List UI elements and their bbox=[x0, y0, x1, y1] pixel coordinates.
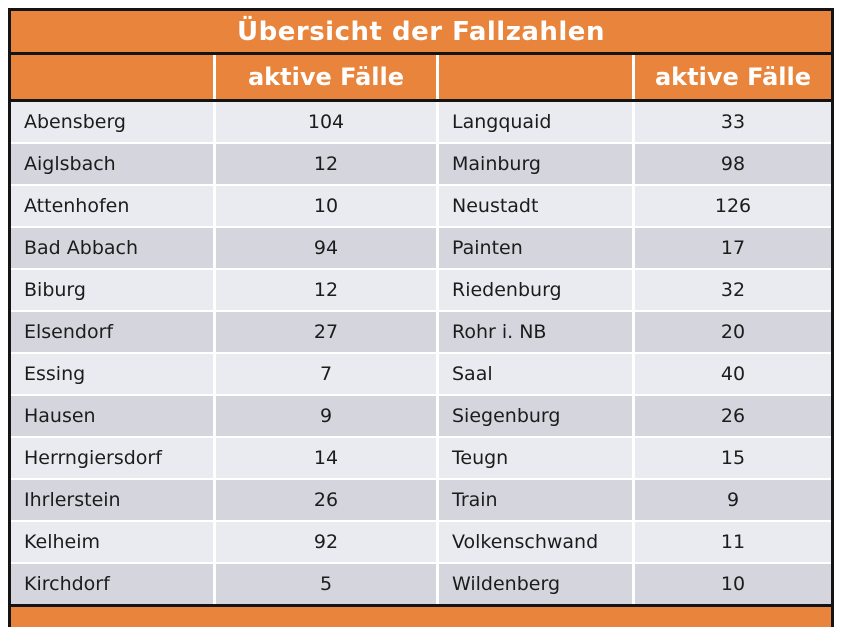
case-count-cell-left: 5 bbox=[216, 564, 436, 604]
case-count-cell-right: 40 bbox=[635, 354, 831, 394]
table-row: Attenhofen 10 Neustadt 126 bbox=[11, 186, 831, 226]
town-name-cell-right: Mainburg bbox=[439, 144, 632, 184]
case-count-cell-right: 126 bbox=[635, 186, 831, 226]
town-name-cell-left: Kelheim bbox=[11, 522, 213, 562]
case-count-cell-left: 26 bbox=[216, 480, 436, 520]
town-name-cell-right: Neustadt bbox=[439, 186, 632, 226]
table-row: Bad Abbach 94 Painten 17 bbox=[11, 228, 831, 268]
town-name-cell-left: Attenhofen bbox=[11, 186, 213, 226]
footer-divider bbox=[11, 604, 831, 607]
table-row: Aiglsbach 12 Mainburg 98 bbox=[11, 144, 831, 184]
case-count-cell-left: 92 bbox=[216, 522, 436, 562]
header-cell-active-cases-right: aktive Fälle bbox=[635, 55, 831, 99]
table-row: Herrngiersdorf 14 Teugn 15 bbox=[11, 438, 831, 478]
town-name-cell-right: Langquaid bbox=[439, 102, 632, 142]
town-name-cell-right: Saal bbox=[439, 354, 632, 394]
table-title: Übersicht der Fallzahlen bbox=[11, 11, 831, 52]
header-cell-active-cases-left: aktive Fälle bbox=[216, 55, 436, 99]
town-name-cell-right: Train bbox=[439, 480, 632, 520]
town-name-cell-left: Elsendorf bbox=[11, 312, 213, 352]
case-count-cell-right: 10 bbox=[635, 564, 831, 604]
town-name-cell-left: Essing bbox=[11, 354, 213, 394]
town-name-cell-right: Riedenburg bbox=[439, 270, 632, 310]
town-name-cell-left: Ihrlerstein bbox=[11, 480, 213, 520]
table-row: Kelheim 92 Volkenschwand 11 bbox=[11, 522, 831, 562]
table-footer-bar bbox=[11, 607, 831, 627]
town-name-cell-left: Herrngiersdorf bbox=[11, 438, 213, 478]
case-count-cell-left: 7 bbox=[216, 354, 436, 394]
case-count-cell-right: 98 bbox=[635, 144, 831, 184]
case-count-cell-right: 9 bbox=[635, 480, 831, 520]
header-divider bbox=[11, 99, 831, 102]
town-name-cell-right: Siegenburg bbox=[439, 396, 632, 436]
case-count-cell-left: 9 bbox=[216, 396, 436, 436]
town-name-cell-right: Rohr i. NB bbox=[439, 312, 632, 352]
table-row: Essing 7 Saal 40 bbox=[11, 354, 831, 394]
town-name-cell-right: Teugn bbox=[439, 438, 632, 478]
header-cell-empty-right bbox=[439, 55, 632, 99]
case-count-cell-right: 20 bbox=[635, 312, 831, 352]
table-row: Ihrlerstein 26 Train 9 bbox=[11, 480, 831, 520]
table-row: Hausen 9 Siegenburg 26 bbox=[11, 396, 831, 436]
case-count-cell-left: 104 bbox=[216, 102, 436, 142]
case-count-cell-left: 12 bbox=[216, 144, 436, 184]
title-divider bbox=[11, 52, 831, 55]
case-count-cell-left: 27 bbox=[216, 312, 436, 352]
case-count-cell-right: 32 bbox=[635, 270, 831, 310]
town-name-cell-left: Hausen bbox=[11, 396, 213, 436]
case-count-cell-left: 94 bbox=[216, 228, 436, 268]
case-count-cell-right: 33 bbox=[635, 102, 831, 142]
case-count-cell-right: 15 bbox=[635, 438, 831, 478]
case-count-cell-right: 11 bbox=[635, 522, 831, 562]
town-name-cell-left: Bad Abbach bbox=[11, 228, 213, 268]
town-name-cell-left: Biburg bbox=[11, 270, 213, 310]
case-count-cell-right: 17 bbox=[635, 228, 831, 268]
table-header-row: aktive Fälle aktive Fälle bbox=[11, 55, 831, 99]
town-name-cell-left: Kirchdorf bbox=[11, 564, 213, 604]
case-count-cell-right: 26 bbox=[635, 396, 831, 436]
town-name-cell-right: Wildenberg bbox=[439, 564, 632, 604]
town-name-cell-right: Painten bbox=[439, 228, 632, 268]
table-row: Elsendorf 27 Rohr i. NB 20 bbox=[11, 312, 831, 352]
table-body: Abensberg 104 Langquaid 33 Aiglsbach 12 … bbox=[11, 102, 831, 604]
town-name-cell-right: Volkenschwand bbox=[439, 522, 632, 562]
table-row: Biburg 12 Riedenburg 32 bbox=[11, 270, 831, 310]
town-name-cell-left: Aiglsbach bbox=[11, 144, 213, 184]
header-cell-empty-left bbox=[11, 55, 213, 99]
table-row: Abensberg 104 Langquaid 33 bbox=[11, 102, 831, 142]
case-count-cell-left: 12 bbox=[216, 270, 436, 310]
fallzahlen-table: Übersicht der Fallzahlen aktive Fälle ak… bbox=[8, 8, 834, 627]
case-count-cell-left: 10 bbox=[216, 186, 436, 226]
case-count-cell-left: 14 bbox=[216, 438, 436, 478]
table-row: Kirchdorf 5 Wildenberg 10 bbox=[11, 564, 831, 604]
town-name-cell-left: Abensberg bbox=[11, 102, 213, 142]
